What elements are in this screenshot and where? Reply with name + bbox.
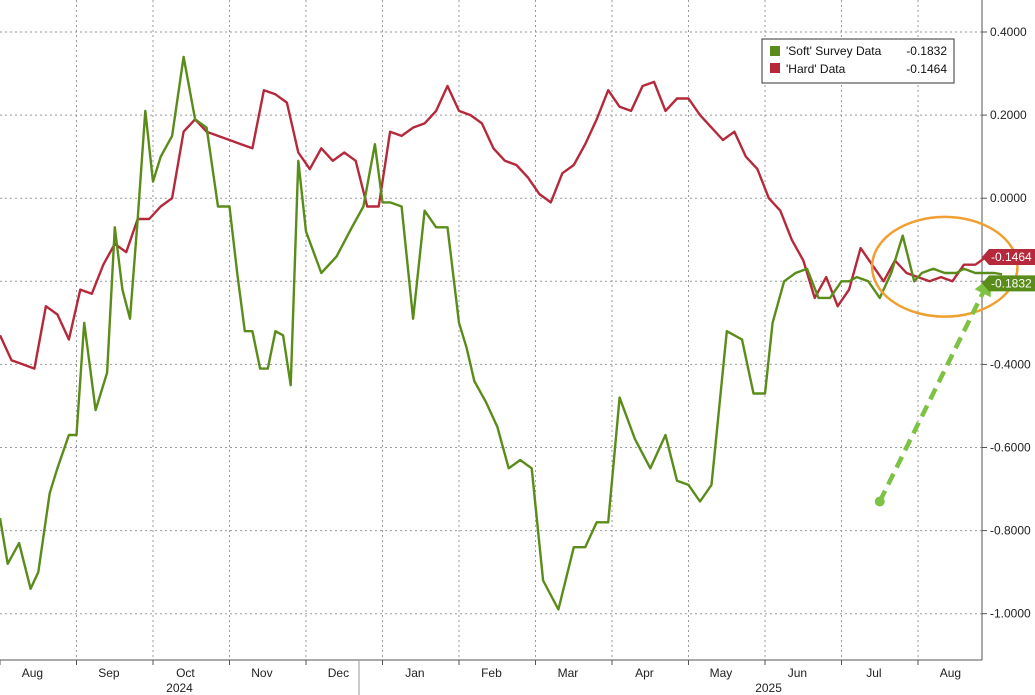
x-tick-label: Oct (176, 666, 195, 680)
soft-survey-line (0, 55, 1003, 611)
y-tick-label: -0.6000 (990, 441, 1031, 455)
x-tick-label: Sep (98, 666, 120, 680)
x-tick-label: May (710, 666, 733, 680)
x-tick-label: Aug (22, 666, 43, 680)
legend-value-hard: -0.1464 (906, 62, 947, 76)
highlight-circle (870, 215, 1019, 318)
y-tick-label: 0.2000 (990, 108, 1027, 122)
x-tick-label: Mar (558, 666, 579, 680)
trend-arrow-shaft (877, 288, 987, 503)
y-tick-label: -1.0000 (990, 607, 1031, 621)
legend-swatch-soft (770, 46, 780, 56)
x-tick-label: Feb (481, 666, 502, 680)
x-tick-label: Jul (866, 666, 881, 680)
x-tick-label: Jun (788, 666, 807, 680)
legend: 'Soft' Survey Data -0.1832 'Hard' Data -… (761, 38, 955, 84)
x-tick-label: Aug (940, 666, 961, 680)
last-value-label-soft: -0.1832 (991, 276, 1032, 290)
year-label: 2024 (166, 681, 193, 695)
legend-label-soft: 'Soft' Survey Data (786, 44, 882, 58)
legend-label-hard: 'Hard' Data (786, 62, 846, 76)
y-tick-label: 0.4000 (990, 25, 1027, 39)
last-value-tag-soft (982, 275, 1035, 292)
x-tick-label: Dec (328, 666, 349, 680)
legend-swatch-hard (770, 63, 780, 73)
y-tick-label: 0.0000 (990, 191, 1027, 205)
x-tick-label: Apr (635, 666, 654, 680)
legend-box (761, 38, 955, 84)
y-tick-label: -0.4000 (990, 357, 1031, 371)
hard-data-line (0, 80, 1003, 370)
last-value-tag-hard (982, 249, 1035, 266)
last-value-label-hard: -0.1464 (991, 250, 1032, 264)
x-tick-label: Jan (405, 666, 424, 680)
year-label: 2025 (755, 681, 782, 695)
x-tick-label: Nov (251, 666, 272, 680)
legend-value-soft: -0.1832 (906, 44, 947, 58)
y-tick-label: -0.8000 (990, 524, 1031, 538)
